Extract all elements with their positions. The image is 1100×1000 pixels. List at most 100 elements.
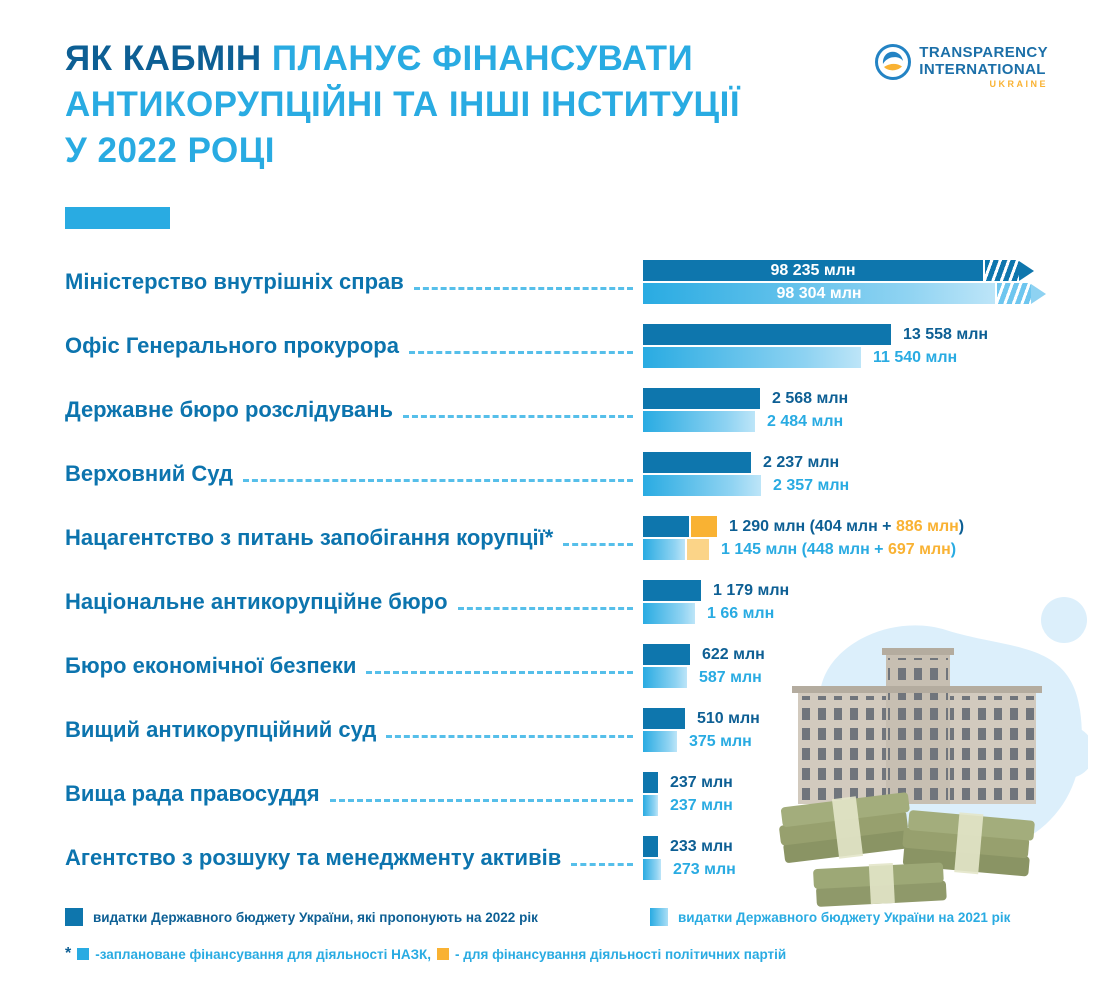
- bar-2021: [643, 347, 861, 368]
- bar-value: 1 179 млн: [713, 581, 790, 599]
- bar-line-2021: 375 млн: [643, 731, 1045, 752]
- row-label-cell: Бюро економічної безпеки: [65, 653, 643, 679]
- bar-value: 1 290 млн (404 млн + 886 млн): [729, 518, 964, 536]
- bar-line-2022: 1 290 млн (404 млн + 886 млн): [643, 516, 1045, 537]
- bar-2022: [643, 644, 690, 665]
- bar-line-2021: 2 484 млн: [643, 411, 1045, 432]
- accent-bar: [65, 207, 170, 229]
- bar-value: 237 млн: [670, 796, 733, 814]
- institution-label: Вищий антикорупційний суд: [65, 716, 377, 742]
- row-bars: 233 млн 273 млн: [643, 835, 1045, 881]
- row-bars: 237 млн 237 млн: [643, 771, 1045, 817]
- building-illustration: [792, 648, 1042, 804]
- bar-value: 2 237 млн: [763, 453, 840, 471]
- bar-value: 273 млн: [673, 860, 736, 878]
- bar-value: 11 540 млн: [873, 348, 958, 366]
- decorative-collage: [768, 592, 1094, 912]
- bar-value: 375 млн: [689, 732, 752, 750]
- bar-value: 1 145 млн (448 млн + 697 млн): [721, 541, 956, 559]
- bar-line-2022: 2 568 млн: [643, 388, 1045, 409]
- institution-label: Нацагентство з питань запобігання корупц…: [65, 524, 554, 550]
- bar-2022: [643, 772, 658, 793]
- ti-logo-text: TRANSPARENCY INTERNATIONAL UKRAINE: [919, 44, 1048, 89]
- bar-line-2021: 2 357 млн: [643, 475, 1045, 496]
- title-part-light: ПЛАНУЄ ФІНАНСУВАТИ: [271, 39, 694, 78]
- chart-row: Агентство з розшуку та менеджменту актив…: [65, 826, 1045, 890]
- row-bars: 98 235 млн 98 304 млн: [643, 259, 1046, 305]
- logo-line-1: TRANSPARENCY: [919, 44, 1048, 61]
- bar-line-2022: 2 237 млн: [643, 452, 1045, 473]
- bar-2021: [643, 539, 685, 560]
- bar-line-2022: 622 млн: [643, 644, 1045, 665]
- bar-line-2022: 233 млн: [643, 836, 1045, 857]
- row-label-cell: Вищий антикорупційний суд: [65, 716, 643, 743]
- legend: видатки Державного бюджету України, які …: [65, 908, 1045, 926]
- row-bars: 13 558 млн 11 540 млн: [643, 323, 1045, 369]
- bar-2021: [643, 475, 761, 496]
- title-part-dark: ЯК КАБМІН: [65, 39, 272, 78]
- leader-line: [571, 863, 633, 867]
- legend-note-parties: - для фінансування діяльності політичних…: [455, 946, 787, 962]
- legend-item-2022: видатки Державного бюджету України, які …: [65, 908, 650, 926]
- legend-swatch-2021: [650, 908, 668, 926]
- leader-line: [408, 351, 633, 355]
- bar-line-2022: 98 235 млн: [643, 260, 1046, 281]
- bar-2021: [643, 411, 755, 432]
- bar-value: 233 млн: [670, 837, 733, 855]
- title-line-2: АНТИКОРУПЦІЙНІ ТА ІНШІ ІНСТИТУЦІЇ: [65, 85, 740, 124]
- row-label-cell: Агентство з розшуку та менеджменту актив…: [65, 844, 643, 871]
- bar-2021: [643, 667, 687, 688]
- bar-value: 2 357 млн: [773, 476, 850, 494]
- institution-label: Агентство з розшуку та менеджменту актив…: [65, 844, 562, 870]
- bar-2022: [643, 580, 701, 601]
- legend-swatch-2022: [65, 908, 83, 926]
- money-illustration: [779, 792, 1035, 907]
- institution-label: Верховний Суд: [65, 460, 233, 486]
- institution-label: Національне антикорупційне бюро: [65, 588, 448, 614]
- value-prefix: 1 290 млн (404 млн +: [729, 517, 896, 535]
- legend-swatch-nazk: [77, 948, 90, 960]
- bar-line-2021: 11 540 млн: [643, 347, 1045, 368]
- bar-hatch: [985, 260, 1019, 281]
- bar-value-inside: 98 235 млн: [770, 261, 856, 279]
- bar-value: 13 558 млн: [903, 325, 989, 343]
- bar-line-2021: 237 млн: [643, 795, 1045, 816]
- bar-2021: [643, 795, 658, 816]
- row-bars: 622 млн 587 млн: [643, 643, 1045, 689]
- row-bars: 2 237 млн 2 357 млн: [643, 451, 1045, 497]
- bar-arrow-icon: [1031, 283, 1046, 304]
- bar-line-2021: 1 145 млн (448 млн + 697 млн): [643, 539, 1045, 560]
- value-highlight: 697 млн: [887, 540, 951, 558]
- bar-value: 622 млн: [702, 645, 765, 663]
- ti-logo-icon: [875, 44, 912, 85]
- bar-2021: 98 304 млн: [643, 283, 995, 304]
- page-title: ЯК КАБМІН ПЛАНУЄ ФІНАНСУВАТИ АНТИКОРУПЦІ…: [65, 36, 825, 174]
- row-label-cell: Вища рада правосуддя: [65, 781, 643, 807]
- bar-2022: [643, 708, 685, 729]
- leader-line: [403, 415, 633, 419]
- leader-line: [329, 799, 633, 803]
- ti-ukraine-logo: TRANSPARENCY INTERNATIONAL UKRAINE: [875, 44, 1048, 89]
- leader-line: [563, 543, 633, 547]
- bar-2022: [643, 452, 751, 473]
- bar-value: 237 млн: [670, 773, 733, 791]
- bar-line-2022: 1 179 млн: [643, 580, 1045, 601]
- chart-row: Міністерство внутрішніх справ 98 235 млн 9…: [65, 250, 1046, 314]
- bar-2022: [643, 836, 658, 857]
- legend-note: * -заплановане фінансування для діяльнос…: [65, 945, 786, 963]
- bar-value: 2 484 млн: [767, 412, 844, 430]
- bar-line-2022: 13 558 млн: [643, 324, 1045, 345]
- bar-line-2021: 1 66 млн: [643, 603, 1045, 624]
- row-label-cell: Державне бюро розслідувань: [65, 397, 643, 423]
- chart-row: Офіс Генерального прокурора 13 558 млн 11 …: [65, 314, 1045, 378]
- bar-line-2021: 587 млн: [643, 667, 1045, 688]
- bar-line-2021: 273 млн: [643, 859, 1045, 880]
- bar-hatch: [997, 283, 1031, 304]
- bar-value: 587 млн: [699, 668, 762, 686]
- chart-row: Нацагентство з питань запобігання корупц…: [65, 506, 1045, 570]
- logo-line-3: UKRAINE: [989, 79, 1048, 89]
- bar-segment-yellow: [687, 539, 709, 560]
- logo-line-2: INTERNATIONAL: [919, 61, 1046, 78]
- row-label-cell: Міністерство внутрішніх справ: [65, 269, 643, 295]
